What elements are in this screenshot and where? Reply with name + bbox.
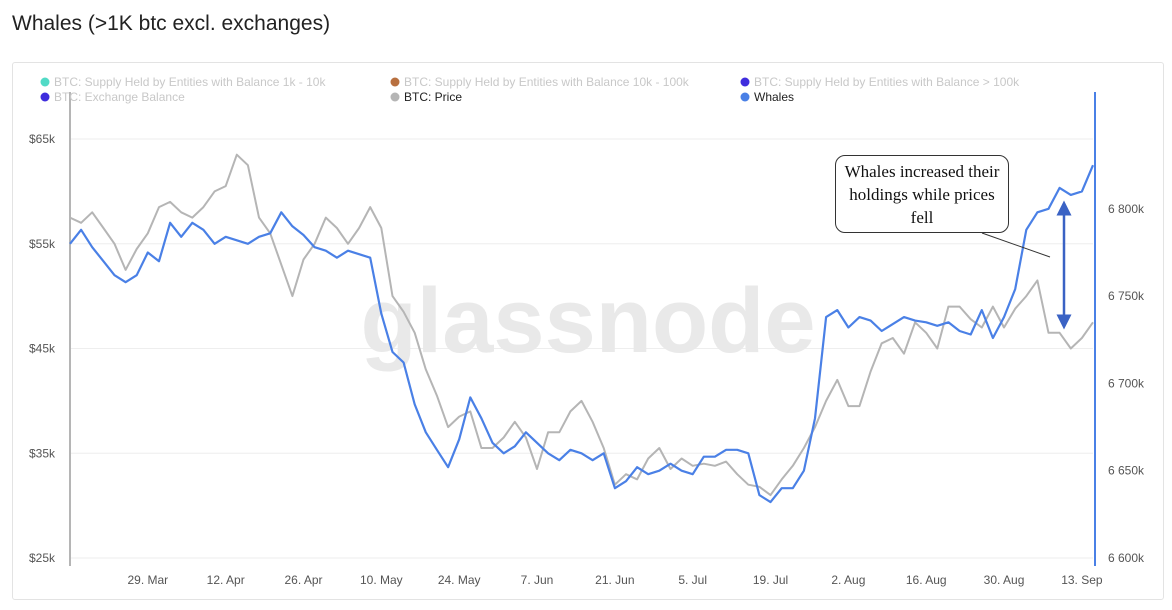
watermark: glassnode <box>360 270 815 372</box>
annotation-callout: Whales increased their holdings while pr… <box>835 155 1009 233</box>
legend-label: BTC: Supply Held by Entities with Balanc… <box>404 75 690 89</box>
legend-label: BTC: Exchange Balance <box>54 90 185 104</box>
y-right-tick-label: 6 600k <box>1108 551 1145 565</box>
y-left-tick-label: $25k <box>29 551 56 565</box>
x-tick-label: 24. May <box>438 573 481 587</box>
chart-frame <box>12 62 1164 600</box>
page-title: Whales (>1K btc excl. exchanges) <box>12 12 331 35</box>
legend-label: Whales <box>754 90 794 104</box>
x-tick-label: 7. Jun <box>521 573 554 587</box>
series-layer <box>69 153 1095 504</box>
y-left-tick-label: $55k <box>29 237 56 251</box>
x-tick-label: 29. Mar <box>127 573 168 587</box>
x-tick-label: 13. Sep <box>1061 573 1103 587</box>
axes <box>69 92 1096 566</box>
legend-marker <box>740 92 750 102</box>
whales-series-line <box>69 164 1095 504</box>
y-left-tick-label: $35k <box>29 446 56 460</box>
x-tick-label: 19. Jul <box>753 573 788 587</box>
legend-marker <box>740 77 750 87</box>
x-tick-label: 10. May <box>360 573 403 587</box>
x-tick-label: 5. Jul <box>678 573 707 587</box>
y-right-tick-label: 6 800k <box>1108 202 1145 216</box>
y-right-tick-label: 6 700k <box>1108 376 1145 390</box>
x-tick-label: 12. Apr <box>207 573 245 587</box>
legend-marker <box>40 92 50 102</box>
x-tick-label: 30. Aug <box>984 573 1025 587</box>
legend: BTC: Supply Held by Entities with Balanc… <box>40 75 1020 104</box>
legend-label: BTC: Supply Held by Entities with Balanc… <box>754 75 1020 89</box>
x-tick-label: 16. Aug <box>906 573 947 587</box>
legend-marker <box>390 92 400 102</box>
x-tick-label: 26. Apr <box>284 573 322 587</box>
legend-label: BTC: Price <box>404 90 462 104</box>
annotation-arrows <box>981 200 1072 330</box>
legend-marker <box>390 77 400 87</box>
x-tick-label: 2. Aug <box>831 573 865 587</box>
y-right-tick-label: 6 650k <box>1108 464 1145 478</box>
callout-pointer <box>981 232 1051 258</box>
price-series-line <box>69 153 1094 497</box>
x-tick-label: 21. Jun <box>595 573 634 587</box>
y-left-tick-label: $65k <box>29 132 56 146</box>
y-left-tick-label: $45k <box>29 342 56 356</box>
legend-label: BTC: Supply Held by Entities with Balanc… <box>54 75 326 89</box>
legend-marker <box>40 77 50 87</box>
y-right-tick-label: 6 750k <box>1108 289 1145 303</box>
tick-labels: $25k $35k $45k $55k $65k 6 600k 6 650k 6 700k 6 … <box>29 132 1145 587</box>
